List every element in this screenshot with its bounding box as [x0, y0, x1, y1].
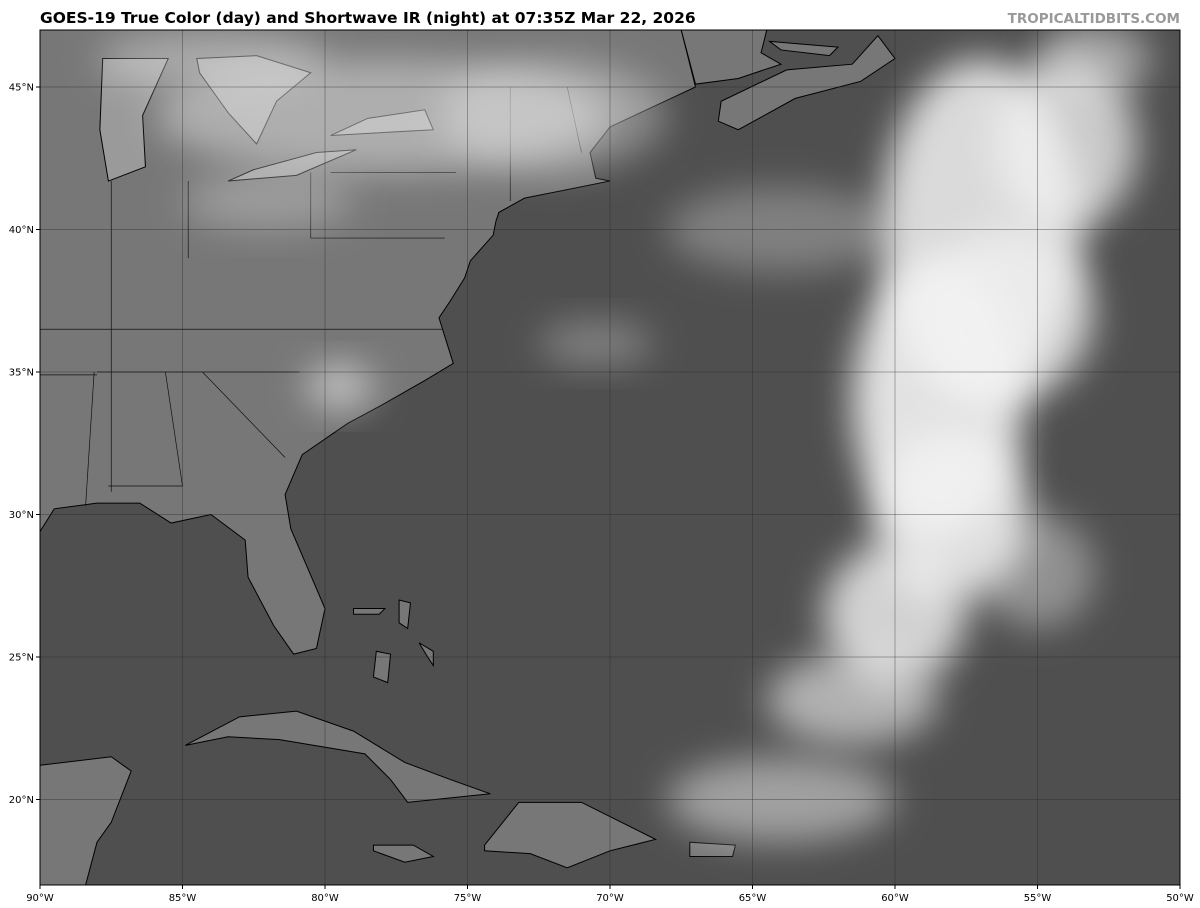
- lon-tick-label: 55°W: [1024, 893, 1052, 904]
- landmass-grand-bahama: [353, 608, 387, 615]
- lon-tick-label: 90°W: [26, 893, 54, 904]
- graticule: [40, 30, 1180, 885]
- latitude-axis: 45°N 40°N 35°N 30°N 25°N 20°N: [9, 83, 40, 806]
- landmass-cuba: [185, 710, 491, 803]
- lat-tick-label: 20°N: [9, 795, 34, 806]
- cloud: [182, 172, 354, 230]
- cloud: [305, 363, 374, 410]
- lat-tick-label: 25°N: [9, 653, 34, 664]
- lat-tick-label: 40°N: [9, 225, 34, 236]
- lon-tick-label: 70°W: [596, 893, 624, 904]
- cloud: [1037, 30, 1152, 96]
- landmass-puerto-rico: [689, 841, 737, 857]
- credit-label: TROPICALTIDBITS.COM: [1007, 11, 1180, 27]
- landmass-pei: [767, 40, 840, 57]
- landmass-abaco: [398, 599, 412, 630]
- lat-tick-label: 35°N: [9, 368, 34, 379]
- lon-tick-label: 65°W: [739, 893, 767, 904]
- cloud: [97, 30, 325, 87]
- landmass-jamaica: [372, 844, 435, 863]
- landmass-yucatan: [40, 756, 132, 885]
- map-title: GOES-19 True Color (day) and Shortwave I…: [40, 9, 696, 27]
- lon-tick-label: 50°W: [1166, 893, 1194, 904]
- landmass-new-brunswick: [680, 30, 783, 85]
- landmass-eleuthera: [418, 642, 434, 668]
- lon-tick-label: 60°W: [881, 893, 909, 904]
- longitude-axis: 90°W 85°W 80°W 75°W 70°W 65°W 60°W 55°W 50°W: [26, 885, 1194, 904]
- landmass-nova-scotia: [717, 34, 896, 131]
- state-border: [202, 371, 286, 458]
- cloud: [994, 58, 1138, 230]
- cloud: [538, 320, 653, 367]
- state-border: [85, 371, 95, 506]
- lat-tick-label: 45°N: [9, 83, 34, 94]
- lon-tick-label: 75°W: [454, 893, 482, 904]
- landmass-andros: [372, 650, 392, 684]
- cloud: [766, 654, 938, 746]
- cloud: [439, 58, 667, 173]
- cloud: [923, 229, 1095, 401]
- lon-tick-label: 80°W: [311, 893, 339, 904]
- lon-tick-label: 85°W: [169, 893, 197, 904]
- lat-tick-label: 30°N: [9, 510, 34, 521]
